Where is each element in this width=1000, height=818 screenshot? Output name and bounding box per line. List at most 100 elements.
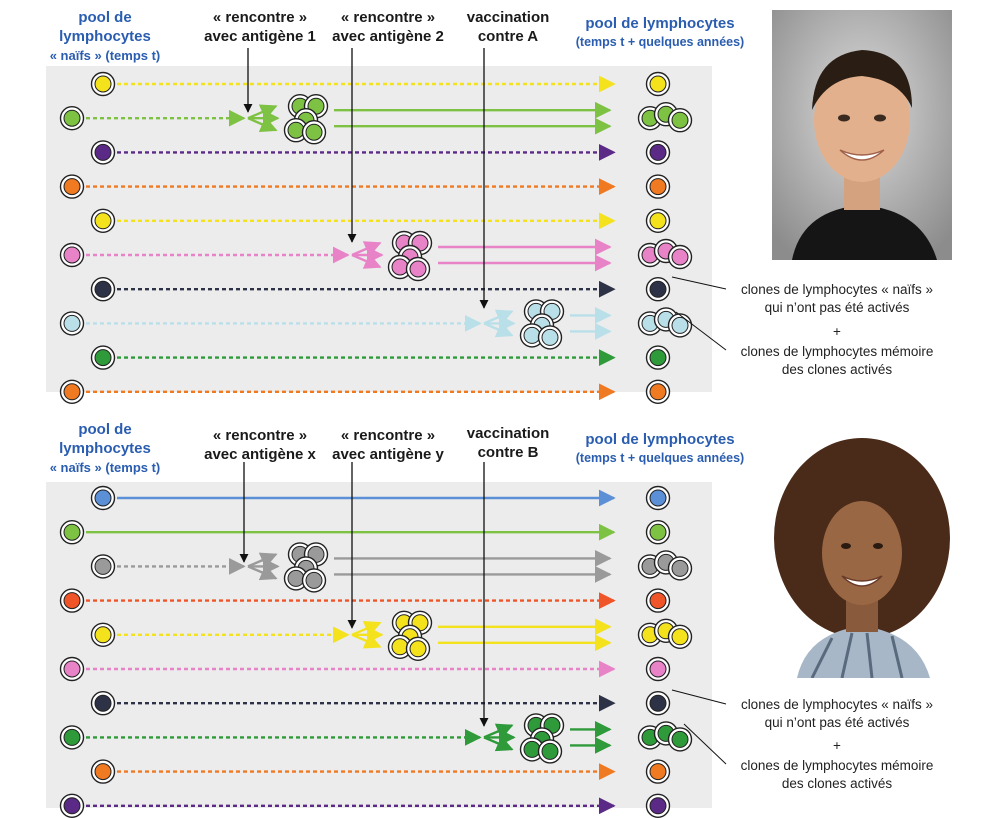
end-cell-core: [649, 178, 667, 196]
fan-arrow: [351, 621, 382, 637]
start-cell-core: [63, 660, 81, 678]
end-cell-core: [649, 694, 667, 712]
fan-arrow: [483, 735, 514, 752]
event3-line2: contre A: [477, 28, 539, 45]
clone-cell-core: [305, 123, 323, 141]
fan-arrow: [483, 723, 514, 740]
pool-naive-line3a: « naïfs »: [49, 48, 102, 63]
start-cell-core: [94, 280, 112, 298]
fan-arrow: [483, 309, 514, 326]
end-cell-core: [649, 523, 667, 541]
young-woman-portrait: [772, 438, 952, 678]
start-cell-core: [94, 489, 112, 507]
event2-line1: « rencontre »: [340, 427, 436, 444]
plus-2: +: [833, 738, 841, 753]
fan-arrow: [247, 564, 278, 581]
pool-naive-line3a: « naïfs »: [49, 460, 102, 475]
note-naive-1: clones de lymphocytes « naïfs » qui n’on…: [726, 281, 948, 317]
end-cell-core: [649, 489, 667, 507]
start-cell-core: [63, 246, 81, 264]
event1-line2: avec antigène x: [204, 446, 316, 463]
end-cell-core: [671, 316, 689, 334]
clone-cell-core: [287, 121, 305, 139]
pool-naive-title-1: pool de lymphocytes « naïfs » (temps t): [40, 8, 170, 65]
plus-1: +: [833, 324, 841, 339]
note-memory-line2: des clones activés: [781, 776, 893, 791]
pool-naive-line3b: (temps t): [105, 48, 161, 63]
note-naive-line2: qui n’ont pas été activés: [764, 300, 910, 315]
pool-end-line2: (temps t + quelques années): [575, 35, 745, 49]
leader-memory: [683, 723, 727, 765]
end-cell-core: [649, 212, 667, 230]
note-memory-1: clones de lymphocytes mémoire des clones…: [726, 343, 948, 379]
leader-naive: [671, 689, 727, 705]
fan-arrow: [351, 241, 382, 257]
end-cell-core: [671, 559, 689, 577]
start-cell-core: [94, 212, 112, 230]
pool-naive-line1: pool de: [78, 9, 132, 26]
clone-cell-core: [409, 260, 427, 278]
end-cell-core: [649, 660, 667, 678]
start-cell-core: [94, 763, 112, 781]
fan-arrow: [351, 633, 382, 649]
fan-arrow: [247, 116, 278, 132]
event-label-2b: « rencontre » avec antigène y: [318, 426, 458, 464]
end-cell-core: [649, 797, 667, 815]
panel-bg-2: [46, 482, 712, 808]
end-cell-core: [649, 349, 667, 367]
fan-arrow: [247, 104, 278, 120]
pool-end-line1: pool de lymphocytes: [585, 15, 735, 32]
event2-line2: avec antigène 2: [332, 28, 444, 45]
start-cell-core: [63, 797, 81, 815]
start-cell-core: [94, 694, 112, 712]
clone-cell-core: [287, 569, 305, 587]
event3-line1: vaccination: [466, 9, 550, 26]
young-man-portrait: [772, 10, 952, 260]
clone-cell-core: [305, 571, 323, 589]
end-cell-core: [649, 280, 667, 298]
end-cell-core: [671, 111, 689, 129]
start-cell-core: [63, 592, 81, 610]
start-cell-core: [94, 557, 112, 575]
clone-cell-core: [409, 640, 427, 658]
note-naive-line2: qui n’ont pas été activés: [764, 715, 910, 730]
end-cell-core: [649, 143, 667, 161]
fan-arrow: [483, 321, 514, 338]
event-label-1a: « rencontre » avec antigène 1: [190, 8, 330, 46]
event-label-1c: vaccination contre A: [448, 8, 568, 46]
event-label-2a: « rencontre » avec antigène x: [190, 426, 330, 464]
start-cell-core: [63, 728, 81, 746]
pool-end-title-2: pool de lymphocytes (temps t + quelques …: [560, 430, 760, 468]
event3-line2: contre B: [477, 444, 539, 461]
end-cell-core: [649, 592, 667, 610]
end-cell-core: [649, 763, 667, 781]
fan-arrow: [351, 253, 382, 269]
panel-bg-1: [46, 66, 712, 392]
event2-line2: avec antigène y: [332, 446, 444, 463]
event2-line1: « rencontre »: [340, 9, 436, 26]
clone-cell-core: [541, 328, 559, 346]
start-cell-core: [94, 143, 112, 161]
pool-naive-line2: lymphocytes: [59, 28, 151, 45]
event1-line1: « rencontre »: [212, 9, 308, 26]
note-memory-line1: clones de lymphocytes mémoire: [740, 344, 934, 359]
pool-naive-line3b: (temps t): [105, 460, 161, 475]
end-cell-core: [649, 383, 667, 401]
event1-line2: avec antigène 1: [204, 28, 316, 45]
pool-end-line1: pool de lymphocytes: [585, 431, 735, 448]
note-memory-2: clones de lymphocytes mémoire des clones…: [726, 757, 948, 793]
clone-cell-core: [523, 326, 541, 344]
pool-naive-line1: pool de: [78, 421, 132, 438]
event-label-2c: vaccination contre B: [448, 424, 568, 462]
note-naive-line1: clones de lymphocytes « naïfs »: [740, 282, 934, 297]
end-cell-core: [649, 75, 667, 93]
event-label-1b: « rencontre » avec antigène 2: [318, 8, 458, 46]
note-memory-line2: des clones activés: [781, 362, 893, 377]
leader-memory: [675, 311, 727, 351]
note-memory-line1: clones de lymphocytes mémoire: [740, 758, 934, 773]
clone-cell-core: [523, 740, 541, 758]
pool-naive-title-2: pool de lymphocytes « naïfs » (temps t): [40, 420, 170, 477]
clone-cell-core: [541, 742, 559, 760]
start-cell-core: [63, 523, 81, 541]
